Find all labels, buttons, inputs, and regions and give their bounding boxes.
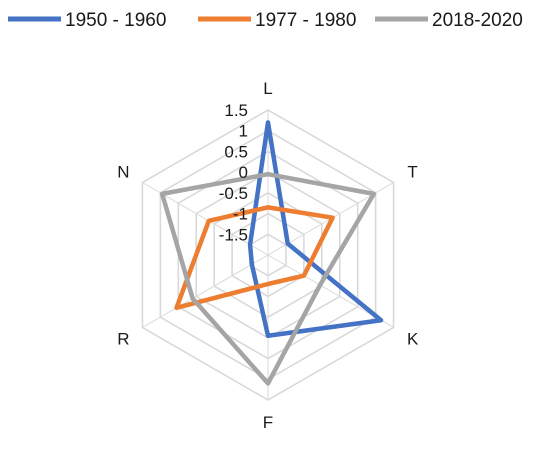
axis-label: R <box>117 330 129 349</box>
tick-label: -1.5 <box>219 225 248 244</box>
tick-label: 0 <box>239 163 248 182</box>
grid-spoke <box>142 254 269 328</box>
axis-labels: L T K F R N <box>117 79 419 432</box>
axis-label: N <box>117 163 129 182</box>
legend-label: 2018-2020 <box>432 10 523 31</box>
tick-label: -0.5 <box>219 184 248 203</box>
legend-item: 1950 - 1960 <box>8 10 166 31</box>
tick-label: 1 <box>239 122 248 141</box>
series-layer <box>159 120 384 386</box>
tick-label: 1.5 <box>224 101 248 120</box>
series-line <box>174 205 335 311</box>
axis-label: T <box>407 163 417 182</box>
legend: 1950 - 1960 1977 - 1980 2018-2020 <box>8 10 523 31</box>
legend-label: 1977 - 1980 <box>255 10 356 31</box>
legend-item: 1977 - 1980 <box>198 10 356 31</box>
tick-label: 0.5 <box>224 142 248 161</box>
axis-label: L <box>263 79 272 98</box>
series-line <box>247 120 384 339</box>
tick-labels: 1.5 10.5 0 -0.5 -1-1.5 <box>219 101 248 244</box>
legend-label: 1950 - 1960 <box>65 10 166 31</box>
axis-label: F <box>263 413 273 432</box>
series-line <box>159 171 377 386</box>
axis-label: K <box>407 330 419 349</box>
tick-label: -1 <box>233 205 248 224</box>
legend-item: 2018-2020 <box>375 10 523 31</box>
